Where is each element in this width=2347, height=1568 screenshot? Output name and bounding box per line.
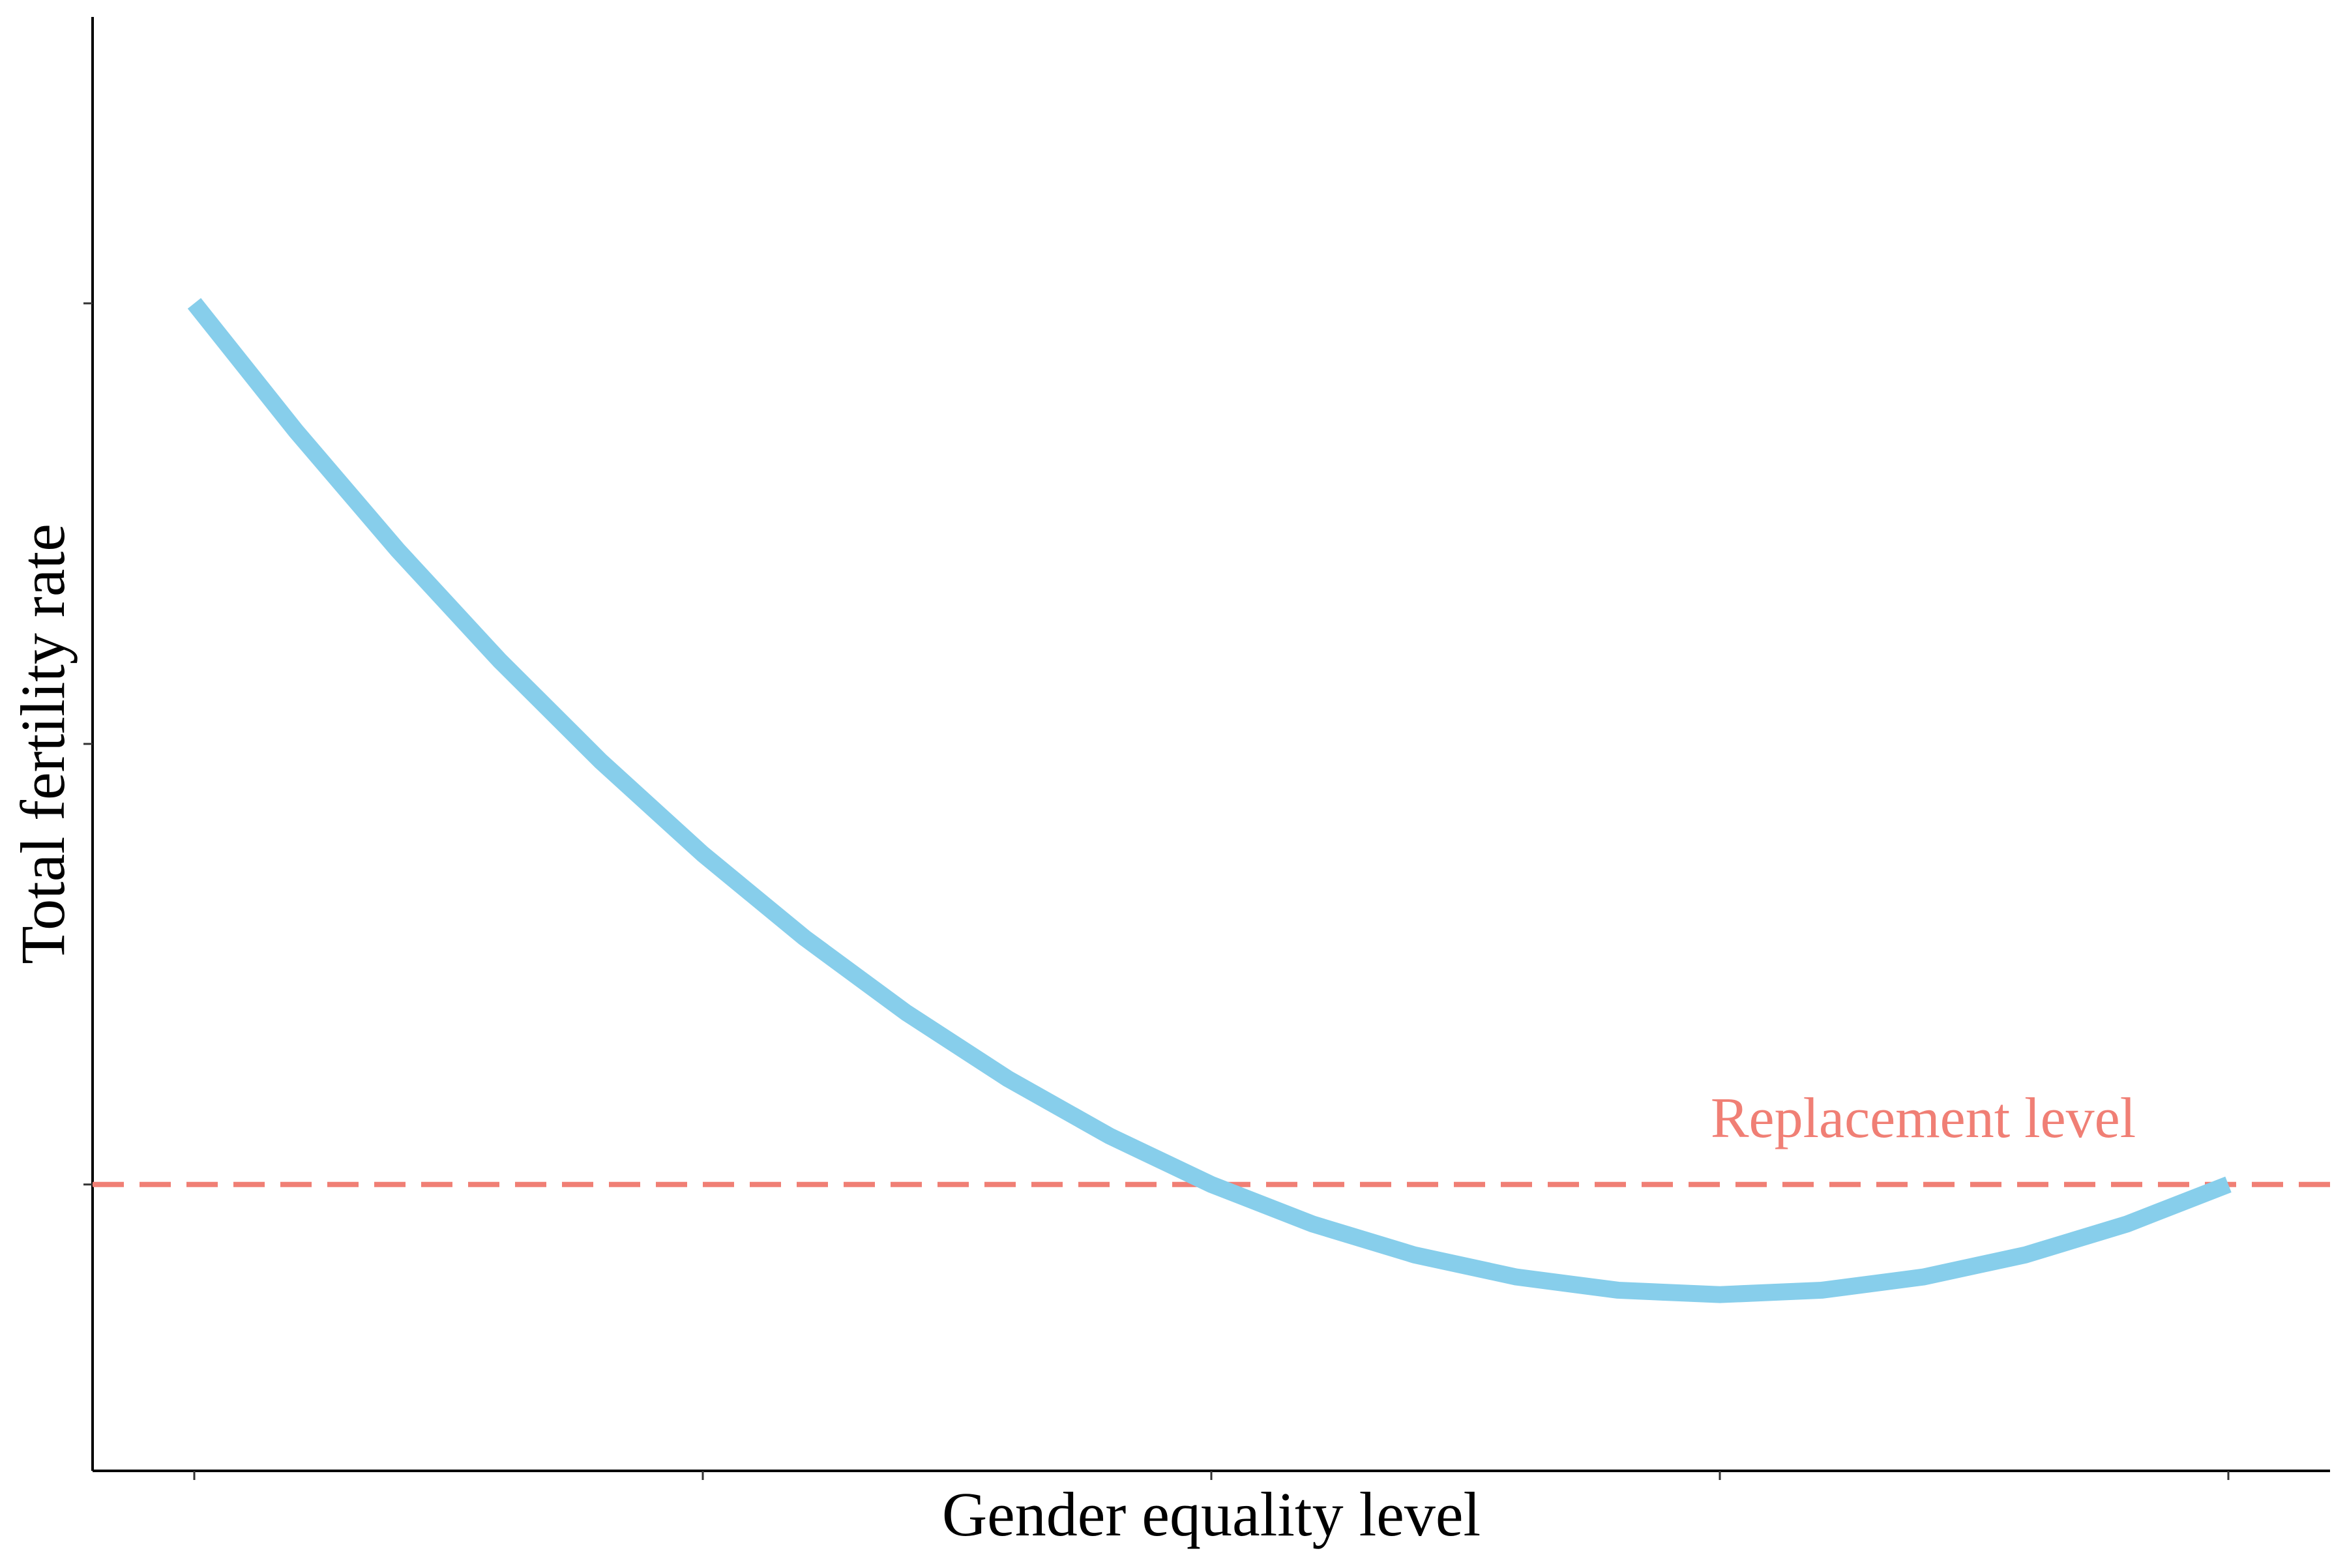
axes <box>91 17 2330 1472</box>
y-axis-label: Total fertility rate <box>8 524 78 964</box>
ticks <box>83 302 2230 1480</box>
series-layer <box>187 298 2232 1303</box>
reference-layer: Replacement level <box>93 1087 2330 1187</box>
series-line-0 <box>187 298 2232 1303</box>
replacement-level-label: Replacement level <box>1711 1087 2136 1150</box>
x-axis-label: Gender equality level <box>942 1479 1481 1549</box>
